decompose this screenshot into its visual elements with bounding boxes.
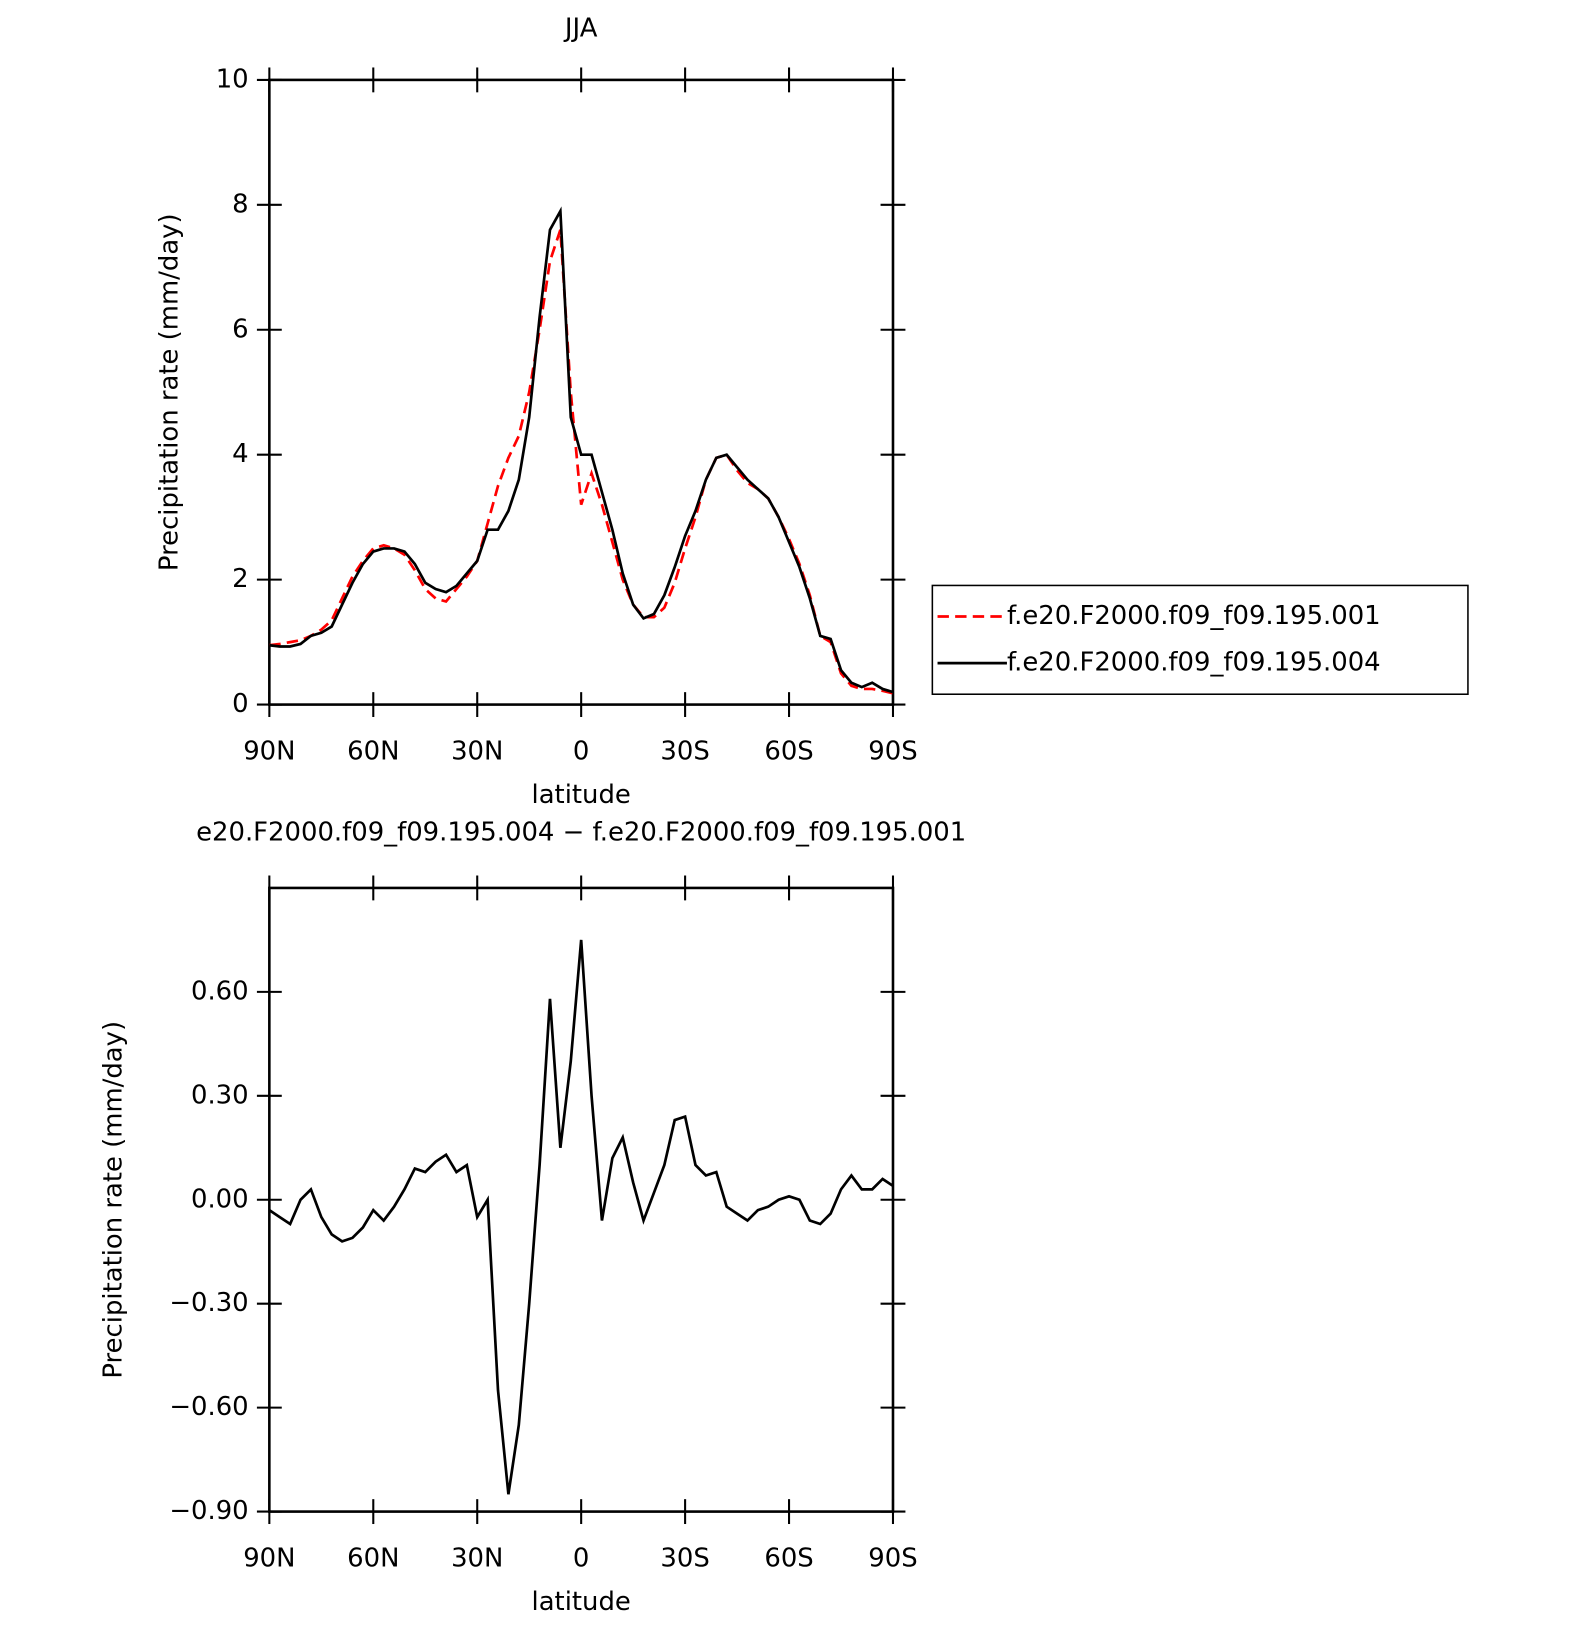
x-tick-label: 30N — [451, 737, 503, 767]
x-tick-label: 90S — [868, 737, 917, 767]
x-tick-label: 90N — [243, 737, 295, 767]
y-tick-label: −0.90 — [169, 1496, 248, 1526]
x-tick-label: 0 — [573, 1544, 589, 1574]
y-tick-label: 4 — [232, 439, 248, 469]
x-axis-label: latitude — [532, 1587, 631, 1617]
x-tick-label: 90N — [243, 1544, 295, 1574]
y-tick-label: 8 — [232, 189, 248, 219]
data-line — [268, 939, 894, 1495]
y-axis-label: Precipitation rate (mm/day) — [154, 213, 184, 571]
y-axis-label: Precipitation rate (mm/day) — [98, 1021, 128, 1379]
y-tick-label: −0.30 — [169, 1288, 248, 1318]
y-tick-label: 6 — [232, 314, 248, 344]
x-tick-label: 60S — [764, 1544, 813, 1574]
x-tick-label: 60S — [764, 737, 813, 767]
y-tick-label: 10 — [216, 64, 249, 94]
legend-label: f.e20.F2000.f09_f09.195.001 — [1007, 601, 1381, 631]
x-tick-label: 30N — [451, 1544, 503, 1574]
y-tick-label: −0.60 — [169, 1392, 248, 1422]
x-axis-label: latitude — [532, 780, 631, 810]
x-tick-label: 0 — [573, 737, 589, 767]
y-tick-label: 2 — [232, 564, 248, 594]
y-tick-label: 0 — [232, 689, 248, 719]
chart-title: e20.F2000.f09_f09.195.004 − f.e20.F2000.… — [196, 818, 966, 848]
legend-label: f.e20.F2000.f09_f09.195.004 — [1007, 648, 1381, 678]
data-line — [269, 206, 894, 694]
x-tick-label: 60N — [347, 1544, 399, 1574]
legend-box — [931, 584, 1469, 695]
x-tick-label: 30S — [660, 1544, 709, 1574]
y-tick-label: 0.30 — [191, 1080, 249, 1110]
plot-frame — [268, 78, 895, 706]
data-line — [269, 229, 894, 695]
y-tick-label: 0.00 — [191, 1184, 249, 1214]
x-tick-label: 60N — [347, 737, 399, 767]
x-tick-label: 90S — [868, 1544, 917, 1574]
y-tick-label: 0.60 — [191, 976, 249, 1006]
x-tick-label: 30S — [660, 737, 709, 767]
chart-title: JJA — [563, 14, 598, 44]
